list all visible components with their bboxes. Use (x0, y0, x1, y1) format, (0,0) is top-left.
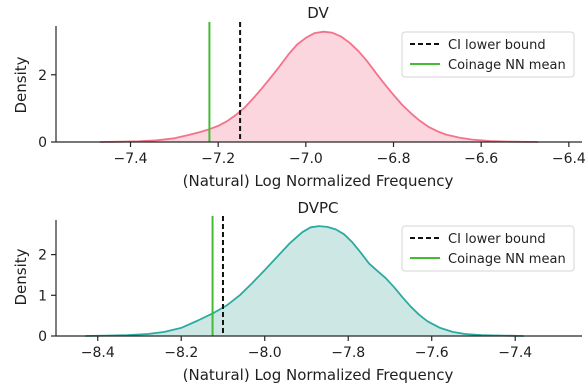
dv-xlabel: (Natural) Log Normalized Frequency (183, 172, 454, 190)
dv-x-tick-label: −6.4 (552, 151, 585, 167)
dvpc-title: DVPC (297, 199, 338, 217)
dvpc-x-tick-label: −8.0 (248, 345, 282, 361)
dvpc-legend-box (401, 225, 575, 272)
dv-x-tick-label: −6.8 (377, 151, 411, 167)
dvpc-density-curve (85, 225, 524, 337)
dv-x-tick-label: −7.0 (289, 151, 323, 167)
dv-plot-area: −7.4 −7.2 −7.0 −6.8 −6.6 −6.4 0 2 (38, 22, 585, 167)
dvpc-x-tick-label: −7.8 (331, 345, 365, 361)
dvpc-x-tick-label: −7.6 (415, 345, 449, 361)
dvpc-x-tick-label: −8.2 (164, 345, 198, 361)
dv-legend-nn-label: Coinage NN mean (448, 58, 566, 73)
dvpc-panel: DVPC −8.4 −8.2 −8.0 −7.8 −7.6 −7.4 0 1 2 CI lowe… (12, 199, 582, 384)
dv-density-fill (99, 31, 539, 143)
dv-y-tick-label: 0 (38, 135, 47, 151)
dvpc-y-tick-label: 2 (38, 248, 47, 264)
dvpc-legend: CI lower bound Coinage NN mean (401, 225, 575, 272)
dvpc-plot-area: −8.4 −8.2 −8.0 −7.8 −7.6 −7.4 0 1 2 (38, 216, 582, 361)
dvpc-y-tick-label: 0 (38, 329, 47, 345)
dvpc-legend-ci-label: CI lower bound (448, 232, 546, 247)
dv-y-tick-label: 2 (38, 68, 47, 84)
dv-legend-box (401, 31, 575, 78)
dv-legend: CI lower bound Coinage NN mean (401, 31, 575, 78)
dvpc-legend-nn-label: Coinage NN mean (448, 252, 566, 267)
dvpc-x-tick-label: −8.4 (81, 345, 115, 361)
dvpc-xlabel: (Natural) Log Normalized Frequency (183, 366, 454, 384)
dv-ylabel: Density (12, 56, 30, 113)
dv-density-curve (99, 30, 539, 143)
dv-x-tick-label: −7.4 (114, 151, 148, 167)
dv-panel: DV −7.4 −7.2 −7.0 −6.8 −6.6 −6.4 0 2 CI lower b… (12, 4, 585, 190)
dv-x-tick-label: −7.2 (201, 151, 235, 167)
dv-legend-ci-label: CI lower bound (448, 38, 546, 53)
dv-x-tick-label: −6.6 (464, 151, 498, 167)
dvpc-x-tick-label: −7.4 (498, 345, 532, 361)
dv-title: DV (307, 4, 329, 22)
dvpc-ylabel: Density (12, 248, 30, 305)
dvpc-y-tick-label: 1 (38, 288, 47, 304)
dvpc-density-fill (85, 226, 524, 336)
